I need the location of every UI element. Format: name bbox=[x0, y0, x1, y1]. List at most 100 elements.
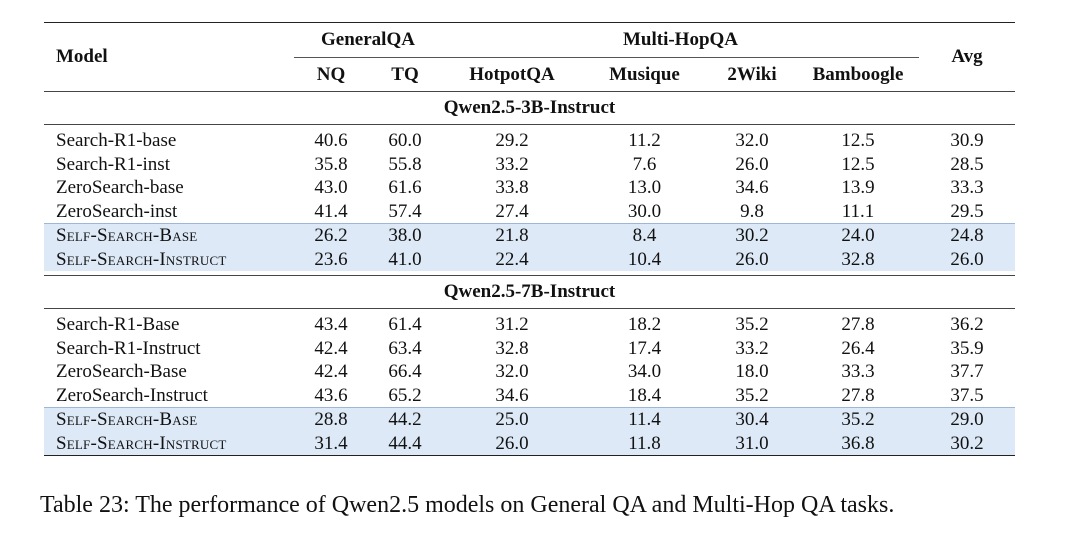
value-cell: 18.2 bbox=[627, 314, 662, 335]
value-cell: 61.4 bbox=[388, 314, 422, 335]
value-cell: 37.7 bbox=[950, 361, 984, 382]
header-row-groups: Model GeneralQA Multi-HopQA Avg bbox=[44, 22, 1015, 67]
value-cell: 41.0 bbox=[368, 247, 442, 271]
value-cell: 13.9 bbox=[841, 177, 875, 198]
value-cell: 21.8 bbox=[442, 223, 582, 248]
value-cell: 30.9 bbox=[950, 130, 984, 151]
column-header-nq: NQ bbox=[316, 63, 346, 85]
value-cell: 43.0 bbox=[314, 177, 348, 198]
value-cell: 32.8 bbox=[495, 337, 529, 359]
value-cell: 13.0 bbox=[627, 177, 662, 198]
value-cell: 7.6 bbox=[632, 153, 657, 175]
table-row: Self-Search-Instruct 31.4 44.4 26.0 11.8 31.0… bbox=[44, 431, 1015, 456]
value-cell: 11.8 bbox=[582, 431, 707, 456]
value-cell: 42.4 bbox=[314, 361, 348, 382]
section-title: Qwen2.5-3B-Instruct bbox=[44, 91, 1015, 125]
table-row: Self-Search-Base 28.8 44.2 25.0 11.4 30.4 35.2… bbox=[44, 407, 1015, 432]
value-cell: 57.4 bbox=[388, 200, 422, 222]
value-cell: 31.2 bbox=[495, 314, 529, 335]
table-row: Self-Search-Base 26.2 38.0 21.8 8.4 30.2 24.0 2… bbox=[44, 223, 1015, 248]
table-row: ZeroSearch-base 43.0 61.6 33.8 13.0 34.6 13.9 3… bbox=[44, 176, 1015, 200]
header-row-columns: NQ TQ HotpotQA Musique 2Wiki Bamboogle bbox=[44, 58, 1015, 92]
value-cell: 33.3 bbox=[841, 361, 875, 382]
value-cell: 28.5 bbox=[950, 153, 984, 175]
value-cell: 32.0 bbox=[735, 130, 769, 151]
value-cell: 37.5 bbox=[950, 384, 984, 406]
value-cell: 31.4 bbox=[294, 431, 368, 456]
model-name-cell: ZeroSearch-inst bbox=[56, 200, 178, 222]
column-header-hotpotqa: HotpotQA bbox=[469, 63, 555, 85]
value-cell: 34.6 bbox=[735, 177, 769, 198]
value-cell: 11.4 bbox=[582, 407, 707, 432]
value-cell: 26.2 bbox=[294, 223, 368, 248]
value-cell: 60.0 bbox=[388, 130, 422, 151]
value-cell: 9.8 bbox=[740, 200, 764, 222]
value-cell: 32.8 bbox=[797, 247, 919, 271]
value-cell: 65.2 bbox=[388, 384, 422, 406]
value-cell: 40.6 bbox=[314, 130, 348, 151]
model-column-header: Model bbox=[56, 46, 108, 67]
value-cell: 31.0 bbox=[707, 431, 797, 456]
value-cell: 28.8 bbox=[294, 407, 368, 432]
value-cell: 29.2 bbox=[495, 130, 529, 151]
section-header-row: Qwen2.5-7B-Instruct bbox=[44, 275, 1015, 309]
value-cell: 8.4 bbox=[582, 223, 707, 248]
value-cell: 10.4 bbox=[582, 247, 707, 271]
value-cell: 43.6 bbox=[314, 384, 348, 406]
value-cell: 24.0 bbox=[797, 223, 919, 248]
value-cell: 36.8 bbox=[797, 431, 919, 456]
model-name-cell: Self-Search-Instruct bbox=[44, 431, 294, 456]
value-cell: 26.4 bbox=[841, 337, 875, 359]
table-row: Search-R1-inst 35.8 55.8 33.2 7.6 26.0 12.5 28.… bbox=[44, 153, 1015, 177]
value-cell: 12.5 bbox=[841, 130, 875, 151]
value-cell: 26.0 bbox=[919, 247, 1015, 271]
value-cell: 34.0 bbox=[627, 361, 662, 382]
value-cell: 33.3 bbox=[950, 177, 984, 198]
column-header-tq: TQ bbox=[391, 63, 419, 85]
results-table: Model GeneralQA Multi-HopQA Avg NQ TQ Ho… bbox=[44, 22, 1015, 456]
table-row: ZeroSearch-inst 41.4 57.4 27.4 30.0 9.8 11.1 29… bbox=[44, 200, 1015, 224]
value-cell: 43.4 bbox=[314, 314, 348, 335]
model-name-cell: ZeroSearch-Base bbox=[56, 361, 187, 382]
value-cell: 27.4 bbox=[495, 200, 529, 222]
generalqa-group-header: GeneralQA bbox=[294, 22, 442, 58]
model-name-cell: Search-R1-inst bbox=[56, 153, 170, 175]
value-cell: 61.6 bbox=[388, 177, 422, 198]
model-name-cell: ZeroSearch-base bbox=[56, 177, 184, 198]
results-table-container: Model GeneralQA Multi-HopQA Avg NQ TQ Ho… bbox=[44, 22, 1015, 456]
value-cell: 24.8 bbox=[919, 223, 1015, 248]
value-cell: 33.8 bbox=[495, 177, 529, 198]
model-name-cell: Self-Search-Base bbox=[44, 407, 294, 432]
value-cell: 63.4 bbox=[388, 337, 422, 359]
table-row: Search-R1-Instruct 42.4 63.4 32.8 17.4 33.2 26… bbox=[44, 337, 1015, 361]
value-cell: 27.8 bbox=[841, 314, 875, 335]
value-cell: 55.8 bbox=[388, 153, 422, 175]
column-header-musique: Musique bbox=[609, 63, 680, 85]
value-cell: 35.9 bbox=[950, 337, 984, 359]
model-name-cell: ZeroSearch-Instruct bbox=[56, 384, 208, 406]
value-cell: 30.0 bbox=[627, 200, 662, 222]
value-cell: 44.2 bbox=[368, 407, 442, 432]
value-cell: 27.8 bbox=[841, 384, 875, 406]
section-header-row: Qwen2.5-3B-Instruct bbox=[44, 91, 1015, 125]
value-cell: 29.0 bbox=[919, 407, 1015, 432]
section-title: Qwen2.5-7B-Instruct bbox=[44, 275, 1015, 309]
table-row: Search-R1-Base 43.4 61.4 31.2 18.2 35.2 27.8 36… bbox=[44, 313, 1015, 337]
value-cell: 33.2 bbox=[735, 337, 769, 359]
value-cell: 44.4 bbox=[368, 431, 442, 456]
model-name-cell: Search-R1-base bbox=[56, 130, 177, 151]
model-name-cell: Self-Search-Instruct bbox=[44, 247, 294, 271]
table-row: Self-Search-Instruct 23.6 41.0 22.4 10.4 26.0… bbox=[44, 247, 1015, 271]
column-header-bamboogle: Bamboogle bbox=[812, 63, 904, 85]
table-row: ZeroSearch-Instruct 43.6 65.2 34.6 18.4 35.2 2… bbox=[44, 384, 1015, 408]
value-cell: 23.6 bbox=[294, 247, 368, 271]
value-cell: 30.2 bbox=[707, 223, 797, 248]
table-caption: Table 23: The performance of Qwen2.5 mod… bbox=[40, 492, 895, 518]
value-cell: 30.4 bbox=[707, 407, 797, 432]
value-cell: 17.4 bbox=[627, 337, 662, 359]
value-cell: 66.4 bbox=[388, 361, 422, 382]
table-row: ZeroSearch-Base 42.4 66.4 32.0 34.0 18.0 33.3 3… bbox=[44, 360, 1015, 384]
value-cell: 30.2 bbox=[919, 431, 1015, 456]
value-cell: 18.0 bbox=[735, 361, 769, 382]
value-cell: 36.2 bbox=[950, 314, 984, 335]
